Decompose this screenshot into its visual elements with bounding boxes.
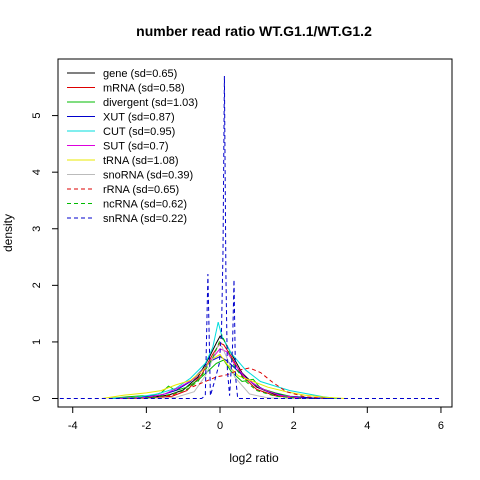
- x-tick-label: 6: [438, 420, 444, 432]
- y-axis: 0 1 2 3 4 5: [31, 113, 58, 402]
- x-tick-label: 0: [217, 420, 223, 432]
- x-tick-label: -4: [68, 420, 78, 432]
- legend-label: snRNA (sd=0.22): [103, 213, 187, 225]
- series-line-6: [116, 348, 305, 399]
- series-layer: [59, 75, 441, 399]
- series-line-10: [124, 333, 302, 399]
- legend-label: ncRNA (sd=0.62): [103, 199, 187, 211]
- y-axis-label: density: [1, 214, 15, 252]
- chart-title: number read ratio WT.G1.1/WT.G1.2: [136, 23, 372, 39]
- legend-label: gene (sd=0.65): [103, 68, 177, 80]
- legend-label: mRNA (sd=0.58): [103, 83, 185, 95]
- y-tick-label: 1: [31, 339, 43, 345]
- legend-label: rRNA (sd=0.65): [103, 184, 179, 196]
- y-tick-label: 5: [31, 113, 43, 119]
- legend-label: tRNA (sd=1.08): [103, 155, 179, 167]
- legend-label: snoRNA (sd=0.39): [103, 170, 193, 182]
- legend-label: XUT (sd=0.87): [103, 112, 175, 124]
- series-line-2: [124, 342, 302, 399]
- x-tick-label: 4: [364, 420, 370, 432]
- y-tick-label: 4: [31, 169, 43, 175]
- series-line-7: [102, 353, 346, 399]
- series-line-11: [59, 75, 441, 399]
- x-tick-label: -2: [141, 420, 151, 432]
- legend-label: divergent (sd=1.03): [103, 97, 198, 109]
- legend-label: CUT (sd=0.95): [103, 126, 175, 138]
- y-tick-label: 2: [31, 282, 43, 288]
- x-axis-label: log2 ratio: [229, 451, 279, 465]
- legend: gene (sd=0.65) mRNA (sd=0.58) divergent (s…: [67, 68, 198, 225]
- legend-label: SUT (sd=0.7): [103, 141, 169, 153]
- x-axis: -4 -2 0 2 4 6: [68, 407, 444, 432]
- plot-frame: [57, 58, 453, 408]
- y-tick-label: 3: [31, 226, 43, 232]
- y-tick-label: 0: [31, 395, 43, 401]
- x-tick-label: 2: [291, 420, 297, 432]
